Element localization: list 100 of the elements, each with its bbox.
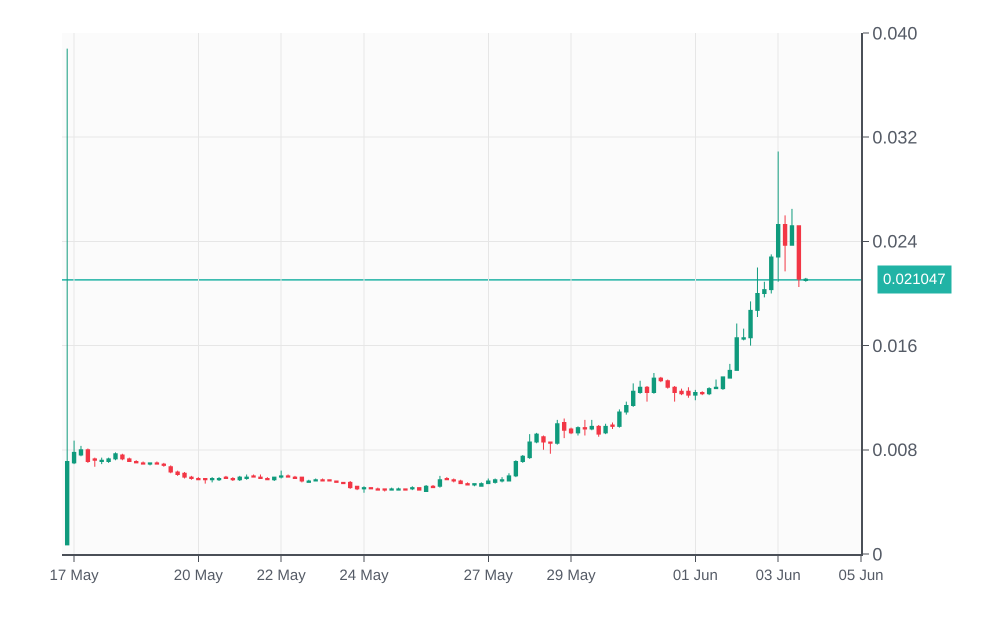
y-tick-label: 0.032	[872, 128, 918, 148]
candlestick	[127, 457, 132, 462]
candlestick	[452, 478, 456, 483]
candlestick	[306, 479, 311, 483]
candlestick	[562, 418, 566, 439]
candlestick	[541, 434, 546, 450]
candlestick	[244, 474, 249, 480]
candlestick	[265, 476, 270, 480]
x-tick-label: 01 Jun	[672, 566, 718, 584]
candlestick	[278, 470, 284, 479]
candlestick	[216, 476, 222, 482]
x-tick-label: 22 May	[256, 566, 306, 584]
candlestick	[790, 208, 794, 246]
candlestick	[796, 225, 802, 288]
candlestick	[100, 457, 104, 465]
candlestick	[610, 422, 615, 430]
candlestick	[631, 382, 636, 408]
x-tick-label: 24 May	[339, 566, 390, 584]
candlestick	[92, 457, 97, 468]
candlestick	[203, 478, 208, 484]
x-tick-label: 05 Jun	[838, 566, 884, 584]
candlestick	[568, 427, 574, 435]
candlestick	[444, 476, 450, 480]
candlestick	[782, 214, 788, 272]
candlestick	[168, 464, 173, 474]
candlestick	[72, 440, 76, 465]
candlestick	[175, 470, 180, 476]
y-tick-label: 0.040	[872, 23, 918, 44]
y-tick-label: 0.016	[872, 336, 918, 356]
candlestick	[672, 385, 677, 402]
candlestick	[762, 281, 767, 298]
candlestick	[438, 475, 442, 488]
candlestick	[582, 419, 588, 436]
candlestick	[113, 452, 118, 461]
candlestick	[134, 460, 138, 464]
candlestick	[106, 457, 111, 464]
candlestick	[576, 426, 580, 436]
candlestick	[417, 487, 422, 491]
candlestick	[520, 454, 525, 464]
candlestick	[624, 401, 628, 416]
y-tick-label: 0	[872, 544, 882, 564]
candlestick	[776, 151, 780, 282]
candlestick	[514, 460, 518, 478]
candlestick	[714, 378, 718, 390]
candlestick	[728, 363, 732, 379]
candlestick	[424, 484, 428, 492]
candlestick	[748, 300, 753, 346]
candlestick	[734, 322, 739, 371]
candlestick	[679, 388, 684, 396]
candlestick	[596, 424, 601, 438]
candlestick	[292, 475, 298, 479]
x-tick-label: 29 May	[546, 566, 596, 584]
candlestick	[644, 385, 650, 402]
candlestick	[548, 441, 553, 454]
ref-line-label: 0.021047	[883, 271, 946, 288]
candlestick	[617, 408, 622, 428]
candlestick	[64, 48, 70, 546]
candlestick	[224, 475, 228, 479]
candlestick	[804, 277, 808, 282]
candlestick	[230, 476, 236, 482]
candlestick	[658, 376, 664, 383]
candlestick	[686, 386, 691, 398]
x-tick-label: 20 May	[174, 566, 224, 584]
candlestick	[652, 372, 656, 394]
candlestick	[410, 486, 415, 491]
candlestick	[534, 432, 539, 444]
y-tick-label: 0.024	[872, 232, 918, 252]
candlestick	[590, 419, 594, 431]
candlestick	[555, 419, 560, 446]
candlestick	[300, 476, 304, 483]
candlestick	[472, 483, 477, 487]
candlestick	[189, 475, 194, 480]
candlestick	[258, 474, 263, 479]
x-tick-label: 17 May	[49, 566, 100, 584]
candlestick	[362, 486, 366, 494]
candlestick	[120, 453, 125, 461]
y-tick-label: 0.008	[872, 440, 918, 460]
candlestick	[458, 479, 463, 484]
candlestick	[500, 476, 504, 483]
candlestick	[693, 389, 698, 401]
candlestick	[638, 380, 642, 394]
candlestick	[238, 475, 242, 482]
candlestick	[479, 482, 484, 487]
candlestick	[86, 448, 90, 464]
candlestick	[755, 266, 760, 318]
candlestick	[666, 378, 670, 390]
candlestick	[354, 486, 360, 491]
candlestick	[769, 254, 774, 294]
candlestick	[348, 480, 352, 490]
candlestick	[706, 386, 712, 396]
x-tick-label: 03 Jun	[756, 566, 801, 584]
candlestick	[210, 476, 214, 483]
candlestick	[527, 434, 532, 460]
candlestick	[486, 478, 490, 484]
candlestick	[741, 328, 746, 341]
candlestick	[162, 462, 166, 468]
x-tick-label: 27 May	[464, 566, 514, 584]
candlestick	[465, 482, 470, 486]
candlestick	[272, 476, 276, 482]
candlestick	[492, 478, 498, 484]
